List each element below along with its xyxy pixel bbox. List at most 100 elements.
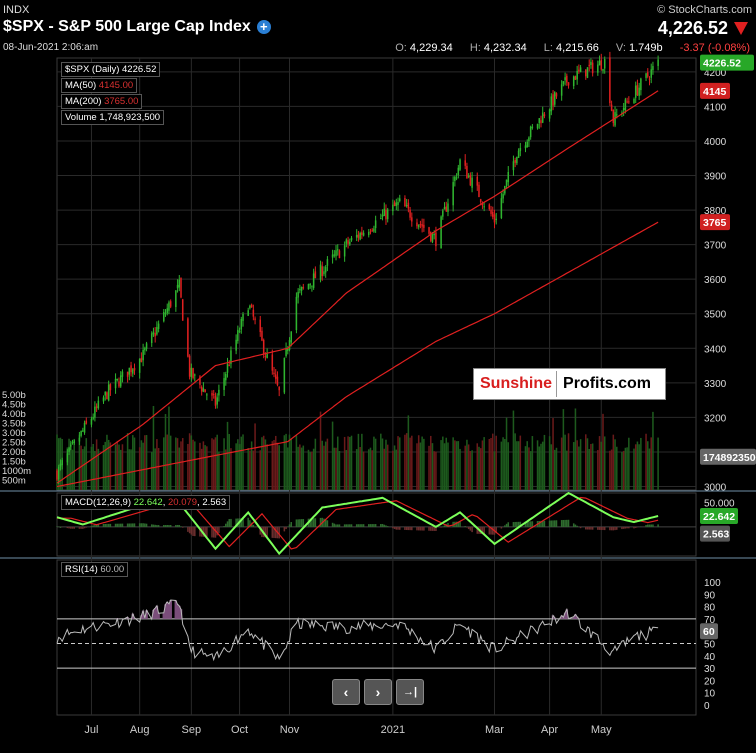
- volume-bar: [85, 438, 88, 490]
- candle-body: [566, 75, 568, 83]
- candle-body: [528, 137, 530, 141]
- volume-bar: [288, 434, 291, 490]
- volume-bar: [467, 444, 470, 490]
- rsi-tick-label: 80: [704, 603, 716, 614]
- macd-histogram-bar: [409, 526, 411, 531]
- candle-body: [223, 378, 225, 390]
- ma50-tag: 4145: [700, 82, 730, 99]
- logo-part-2: Profits.com: [563, 375, 652, 392]
- volume-bar: [380, 433, 382, 490]
- macd-histogram-bar: [504, 525, 506, 527]
- macd-histogram-bar: [226, 521, 229, 527]
- volume-bar: [428, 445, 430, 490]
- volume-bar: [168, 406, 170, 490]
- volume-bar: [443, 443, 446, 490]
- macd-histogram-bar: [150, 524, 153, 527]
- macd-histogram-bar: [154, 524, 156, 527]
- macd-histogram-bar: [433, 526, 435, 531]
- candle-body: [405, 205, 408, 207]
- macd-histogram-bar: [411, 526, 413, 531]
- macd-histogram-bar: [455, 521, 458, 527]
- macd-histogram-bar: [562, 519, 565, 527]
- volume-bar: [249, 450, 251, 490]
- candle-body: [242, 313, 244, 321]
- candle-body: [648, 78, 651, 80]
- volume-bar: [216, 434, 218, 490]
- candle-body: [319, 264, 322, 280]
- candle-body: [541, 112, 544, 123]
- candle-body: [634, 85, 637, 98]
- volume-bar: [459, 448, 461, 490]
- volume-bar: [538, 446, 541, 490]
- volume-bar: [493, 451, 496, 490]
- scroll-back-button[interactable]: ‹: [332, 679, 360, 705]
- rsi-legend: RSI(14) 60.00: [61, 562, 129, 577]
- macd-histogram-bar: [235, 518, 237, 527]
- rsi-legend-label: RSI(14): [65, 564, 98, 575]
- volume-bar: [73, 438, 75, 490]
- candle-body: [483, 206, 485, 208]
- macd-histogram-bar: [252, 525, 255, 527]
- macd-histogram-bar: [560, 520, 563, 527]
- volume-bar: [628, 437, 630, 490]
- candle-body: [285, 348, 287, 356]
- candle-body: [109, 384, 112, 391]
- volume-bar: [359, 447, 361, 490]
- macd-histogram-bar: [591, 526, 594, 530]
- candle-body: [169, 301, 172, 307]
- candle-body: [609, 57, 611, 104]
- macd-histogram-bar: [59, 526, 62, 528]
- volume-bar: [541, 441, 544, 490]
- macd-histogram-bar: [181, 526, 184, 528]
- volume-bar: [411, 435, 413, 490]
- macd-histogram-bar: [393, 526, 396, 529]
- volume-bar: [97, 448, 100, 490]
- macd-histogram-bar: [600, 526, 603, 530]
- candle-body: [347, 240, 349, 244]
- candle-body: [345, 239, 348, 244]
- volume-bar: [225, 449, 227, 490]
- candle-body: [574, 76, 577, 80]
- candle-body: [612, 109, 615, 124]
- scroll-forward-button[interactable]: ›: [364, 679, 392, 705]
- candle-body: [579, 67, 582, 73]
- macd-histogram-bar: [567, 519, 570, 527]
- macd-histogram-bar: [597, 526, 599, 530]
- price-tick-label: 3400: [704, 344, 727, 355]
- macd-histogram-bar: [457, 521, 460, 527]
- macd-histogram-bar: [78, 526, 81, 529]
- volume-bar: [199, 442, 201, 490]
- macd-histogram-bar: [206, 526, 208, 538]
- add-icon[interactable]: +: [256, 20, 271, 34]
- volume-bar: [636, 441, 639, 490]
- candle-body: [488, 204, 491, 210]
- macd-histogram-bar: [467, 526, 470, 530]
- candle-body: [254, 318, 256, 320]
- candle-body: [392, 204, 394, 212]
- volume-bar: [548, 436, 551, 490]
- macd-histogram-bar: [336, 524, 339, 527]
- macd-histogram-bar: [621, 526, 623, 530]
- volume-bar: [133, 437, 136, 490]
- macd-histogram-bar: [505, 523, 508, 527]
- macd-histogram-bar: [405, 526, 408, 531]
- rsi-overbought-fill: [116, 600, 581, 619]
- candle-body: [163, 311, 165, 322]
- candle-body: [540, 120, 542, 124]
- candle-body: [507, 171, 510, 183]
- candle-body: [553, 92, 556, 105]
- macd-histogram-bar: [540, 520, 542, 527]
- macd-histogram-bar: [126, 523, 129, 527]
- macd-histogram-bar: [104, 523, 106, 527]
- volume-tag-text: 1748923500: [703, 452, 756, 464]
- ohlc-bar: O: 4,229.34 H: 4,232.34 L: 4,215.66 V: 1…: [395, 42, 750, 54]
- candle-body: [638, 87, 640, 96]
- volume-bar: [464, 445, 466, 490]
- macd-histogram-bar: [264, 526, 267, 538]
- candle-body: [362, 232, 365, 236]
- scroll-end-button[interactable]: →|: [396, 679, 424, 705]
- volume-bar: [600, 441, 603, 490]
- candle-body: [626, 101, 628, 103]
- candle-body: [385, 209, 387, 220]
- candle-body: [311, 285, 313, 287]
